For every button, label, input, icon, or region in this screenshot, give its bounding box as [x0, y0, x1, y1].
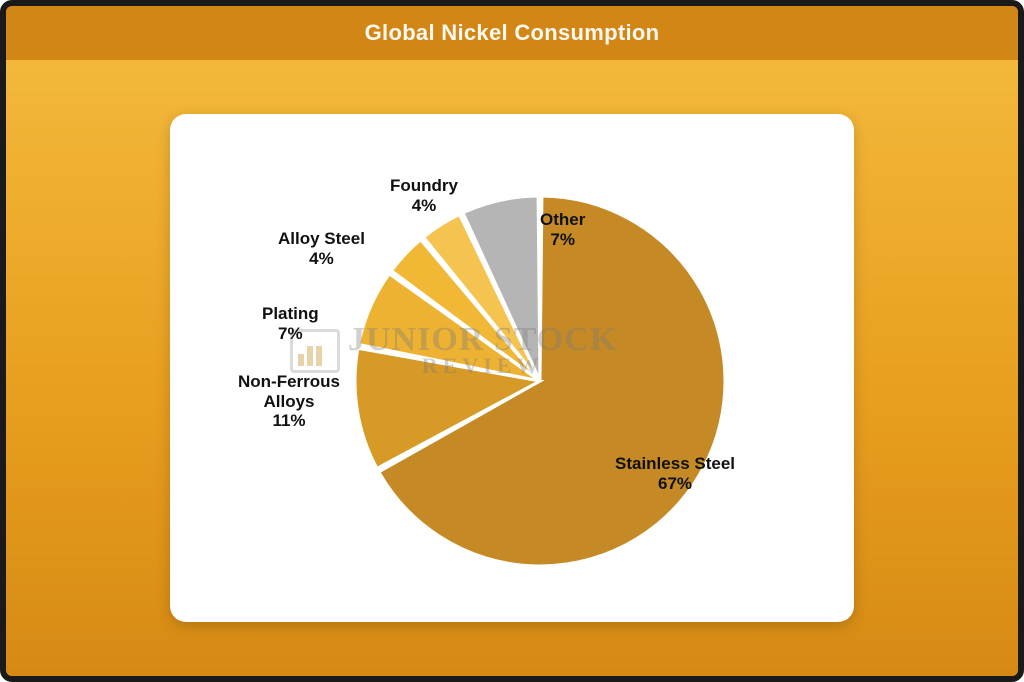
content-area: JUNIOR STOCK REVIEW Stainless Steel67%No…: [6, 60, 1018, 676]
slice-label: Plating7%: [262, 304, 319, 343]
slice-label-text: Foundry: [390, 176, 458, 196]
slice-label-pct: 7%: [540, 230, 585, 250]
slice-label-text: Alloys: [238, 392, 340, 412]
slice-label-pct: 11%: [238, 411, 340, 431]
slice-label-pct: 7%: [262, 324, 319, 344]
chart-card: JUNIOR STOCK REVIEW Stainless Steel67%No…: [170, 114, 854, 622]
chart-frame: Global Nickel Consumption JUNIOR STOCK R…: [0, 0, 1024, 682]
slice-label: Other7%: [540, 210, 585, 249]
chart-title: Global Nickel Consumption: [365, 20, 660, 46]
slice-label: Foundry4%: [390, 176, 458, 215]
slice-label-text: Non-Ferrous: [238, 372, 340, 392]
slice-label-text: Stainless Steel: [615, 454, 735, 474]
slice-label-pct: 4%: [278, 249, 365, 269]
slice-label-text: Other: [540, 210, 585, 230]
slice-label: Alloy Steel4%: [278, 229, 365, 268]
slice-label-text: Plating: [262, 304, 319, 324]
pie-chart: [170, 114, 854, 622]
slice-label-text: Alloy Steel: [278, 229, 365, 249]
slice-label: Non-FerrousAlloys11%: [238, 372, 340, 431]
slice-label: Stainless Steel67%: [615, 454, 735, 493]
title-bar: Global Nickel Consumption: [6, 6, 1018, 61]
slice-label-pct: 67%: [615, 474, 735, 494]
slice-label-pct: 4%: [390, 196, 458, 216]
